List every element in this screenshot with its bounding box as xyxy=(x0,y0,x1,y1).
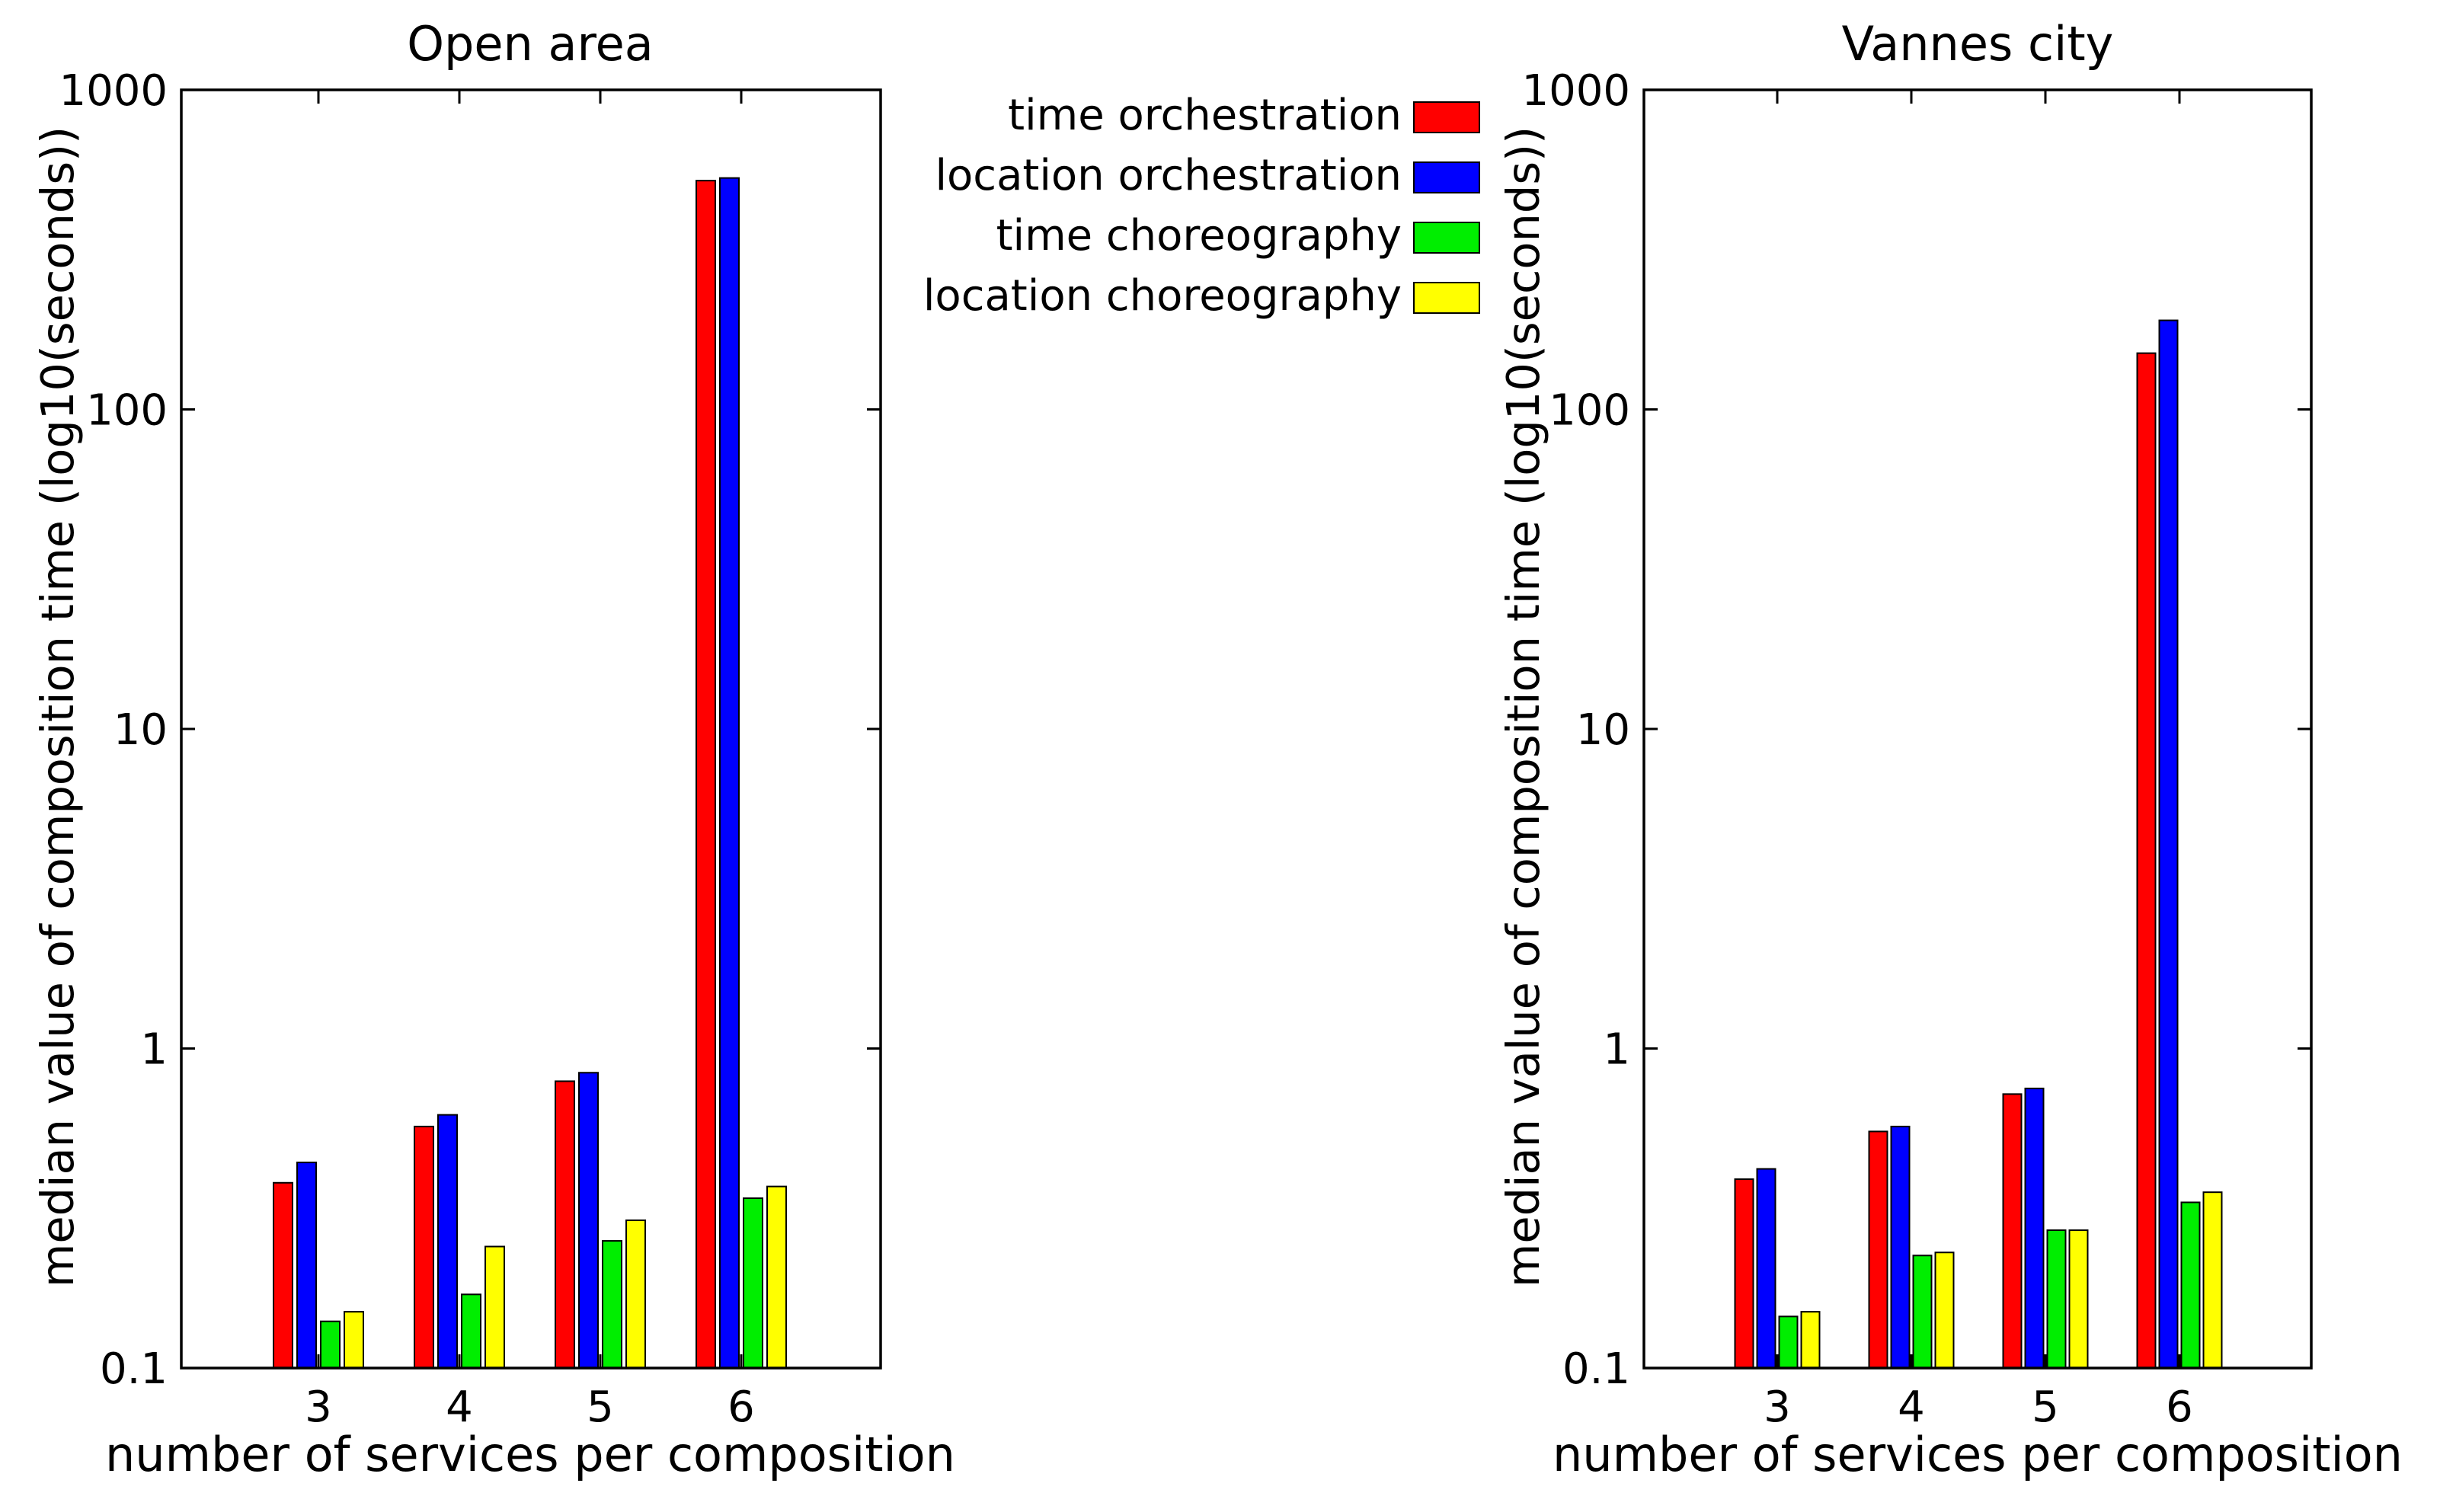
x-tick-label: 6 xyxy=(2166,1383,2193,1432)
bar-time-choreography-3 xyxy=(1778,1315,1799,1370)
bar-location-orchestration-6 xyxy=(2158,319,2179,1369)
legend: time orchestration location orchestratio… xyxy=(923,91,1480,321)
y-tick-label: 1 xyxy=(140,1025,168,1075)
bar-location-orchestration-4 xyxy=(437,1114,458,1369)
legend-label: location choreography xyxy=(923,271,1402,321)
x-tick-label: 4 xyxy=(446,1383,473,1432)
x-tick-label: 5 xyxy=(2032,1383,2059,1432)
bar-time-choreography-6 xyxy=(743,1197,763,1369)
bar-location-choreography-6 xyxy=(2202,1191,2223,1369)
y-axis-label: median value of composition time (log10(… xyxy=(31,126,84,1287)
bar-location-orchestration-3 xyxy=(1756,1168,1776,1369)
legend-swatch xyxy=(1413,161,1480,193)
bar-location-orchestration-5 xyxy=(578,1072,599,1370)
bar-time-orchestration-5 xyxy=(555,1080,575,1369)
bar-group xyxy=(273,177,787,1370)
chart-title: Open area xyxy=(407,16,654,72)
tick-group: 0.1 1 10 100 1000 3 4 5 6 xyxy=(59,66,881,1432)
y-tick-label: 1 xyxy=(1603,1025,1630,1075)
y-tick-label: 1000 xyxy=(1521,66,1630,116)
bar-time-orchestration-4 xyxy=(1868,1130,1888,1369)
chart-panel-open-area: Open area median value of composition ti… xyxy=(31,16,955,1482)
legend-item-time-choreography: time choreography xyxy=(996,211,1480,261)
x-axis-label: number of services per composition xyxy=(105,1427,955,1482)
legend-item-location-orchestration: location orchestration xyxy=(935,151,1480,200)
x-tick-label: 3 xyxy=(305,1383,332,1432)
legend-swatch xyxy=(1413,222,1480,254)
legend-label: time choreography xyxy=(996,211,1402,261)
bar-time-choreography-5 xyxy=(2046,1229,2067,1369)
bar-location-choreography-5 xyxy=(625,1220,646,1370)
legend-item-location-choreography: location choreography xyxy=(923,271,1480,321)
bar-location-choreography-4 xyxy=(484,1245,505,1369)
legend-swatch xyxy=(1413,101,1480,133)
x-axis-label: number of services per composition xyxy=(1553,1427,2403,1482)
plot-frame xyxy=(1642,88,2313,1370)
bar-time-choreography-6 xyxy=(2180,1201,2201,1369)
y-tick-label: 10 xyxy=(1576,705,1630,755)
legend-swatch xyxy=(1413,282,1480,314)
y-tick-label: 0.1 xyxy=(100,1344,168,1394)
x-tick-label: 3 xyxy=(1764,1383,1791,1432)
bar-time-orchestration-4 xyxy=(414,1125,434,1370)
bar-time-orchestration-6 xyxy=(2136,352,2157,1369)
legend-label: location orchestration xyxy=(935,151,1402,200)
legend-item-time-orchestration: time orchestration xyxy=(1008,91,1480,140)
bar-location-choreography-5 xyxy=(2068,1229,2089,1369)
y-tick-label: 100 xyxy=(86,386,168,436)
bar-time-orchestration-3 xyxy=(1734,1178,1754,1369)
legend-label: time orchestration xyxy=(1008,91,1402,140)
bar-time-choreography-3 xyxy=(320,1320,341,1370)
y-tick-label: 10 xyxy=(114,705,168,755)
bar-time-orchestration-5 xyxy=(2002,1093,2023,1369)
y-tick-label: 0.1 xyxy=(1562,1344,1630,1394)
chart-title: Vannes city xyxy=(1842,16,2114,72)
y-axis-label: median value of composition time (log10(… xyxy=(1497,126,1549,1287)
chart-panel-vannes-city: Vannes city median value of composition … xyxy=(1497,16,2403,1482)
bar-time-orchestration-3 xyxy=(273,1181,293,1369)
y-tick-label: 1000 xyxy=(59,66,168,116)
bar-time-choreography-4 xyxy=(461,1293,481,1369)
bar-location-choreography-6 xyxy=(766,1185,787,1370)
bar-time-orchestration-6 xyxy=(696,180,716,1369)
x-tick-label: 4 xyxy=(1898,1383,1925,1432)
bar-location-choreography-3 xyxy=(1800,1311,1821,1370)
bar-location-orchestration-6 xyxy=(719,177,740,1370)
plot-frame xyxy=(180,88,882,1370)
bar-time-choreography-4 xyxy=(1912,1255,1933,1369)
bar-location-orchestration-3 xyxy=(296,1162,317,1370)
bar-time-choreography-5 xyxy=(602,1240,622,1370)
bar-location-choreography-3 xyxy=(344,1311,364,1370)
y-tick-label: 100 xyxy=(1549,386,1630,436)
x-tick-label: 5 xyxy=(587,1383,614,1432)
bar-location-orchestration-4 xyxy=(1890,1125,1911,1370)
x-tick-label: 6 xyxy=(728,1383,755,1432)
bar-location-orchestration-5 xyxy=(2024,1087,2045,1369)
bar-location-choreography-4 xyxy=(1934,1251,1955,1369)
